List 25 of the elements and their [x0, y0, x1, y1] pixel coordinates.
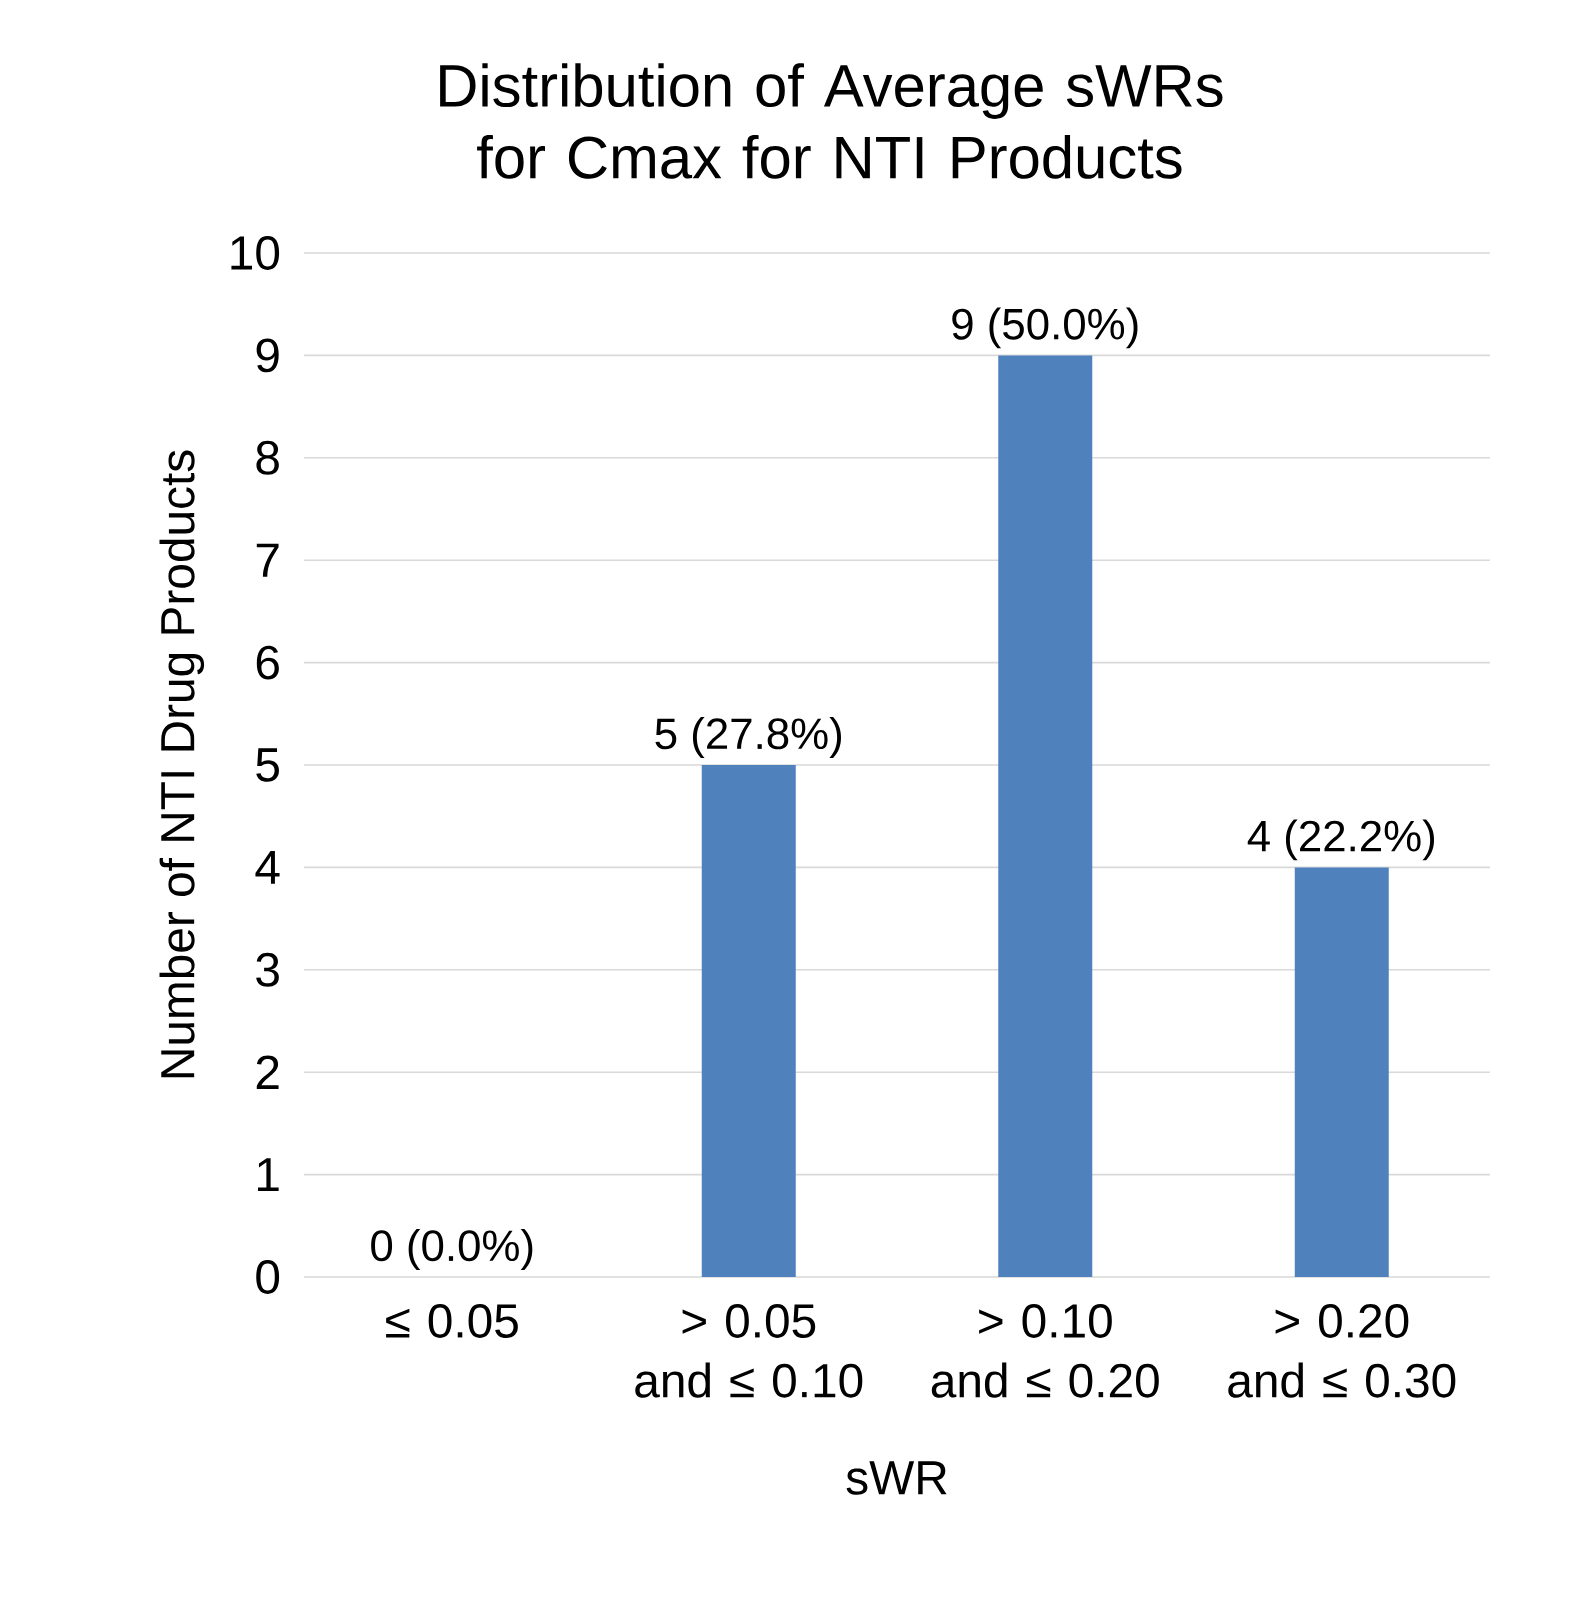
y-tick-label: 2	[256, 1055, 279, 1089]
bar	[1294, 867, 1389, 1277]
x-tick-label: > 0.10 and ≤ 0.20	[931, 1304, 1159, 1398]
y-tick-label: 7	[256, 543, 279, 577]
data-label: 9 (50.0%)	[952, 307, 1138, 349]
y-tick-label: 0	[256, 1260, 280, 1294]
data-label: 0 (0.0%)	[371, 1229, 533, 1270]
x-tick-label: > 0.05 and ≤ 0.10	[635, 1304, 863, 1398]
y-tick-label: 10	[231, 236, 280, 270]
y-tick-label: 3	[256, 952, 279, 987]
y-tick-label: 6	[256, 645, 279, 680]
y-axis-title: Number of NTI Drug Products	[159, 450, 205, 1078]
x-tick-label: ≤ 0.05	[386, 1304, 518, 1338]
x-axis-title: sWR	[846, 1461, 947, 1495]
x-tick-label: > 0.20 and ≤ 0.30	[1228, 1304, 1456, 1398]
data-label: 4 (22.2%)	[1247, 819, 1434, 861]
chart-title: Distribution of Average sWRs for Cmax for NTI Products	[440, 63, 1223, 179]
y-tick-label: 5	[256, 748, 279, 782]
y-tick-label: 4	[255, 850, 280, 884]
bar	[701, 764, 796, 1277]
data-label: 5 (27.8%)	[655, 717, 841, 758]
bar	[998, 355, 1093, 1277]
y-tick-label: 9	[256, 338, 279, 373]
y-tick-label: 1	[258, 1158, 279, 1192]
y-tick-label: 8	[256, 440, 279, 475]
